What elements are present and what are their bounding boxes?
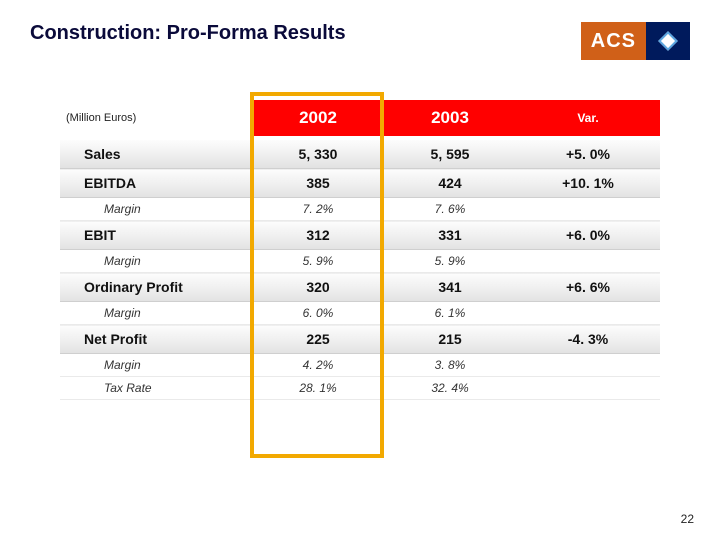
- table-row: Net Profit225215-4. 3%: [60, 325, 660, 354]
- value-2002: 385: [252, 169, 384, 198]
- table-row: EBIT312331+6. 0%: [60, 221, 660, 250]
- row-label: Margin: [60, 198, 252, 221]
- logo-text: ACS: [581, 22, 646, 60]
- logo-mark: [646, 22, 690, 60]
- company-logo: ACS: [581, 22, 690, 60]
- value-2002: 225: [252, 325, 384, 354]
- value-var: -4. 3%: [516, 325, 660, 354]
- value-2002: 312: [252, 221, 384, 250]
- page-number: 22: [681, 512, 694, 526]
- page-title: Construction: Pro-Forma Results: [30, 22, 346, 45]
- row-label: Margin: [60, 354, 252, 377]
- value-var: [516, 198, 660, 221]
- value-2002: 4. 2%: [252, 354, 384, 377]
- value-var: [516, 354, 660, 377]
- value-var: [516, 377, 660, 400]
- value-2003: 6. 1%: [384, 302, 516, 325]
- col-header-2003: 2003: [384, 100, 516, 136]
- table-row: Margin6. 0%6. 1%: [60, 302, 660, 325]
- row-label: EBITDA: [60, 169, 252, 198]
- value-2003: 331: [384, 221, 516, 250]
- table-row: EBITDA385424+10. 1%: [60, 169, 660, 198]
- value-2002: 7. 2%: [252, 198, 384, 221]
- row-label: Margin: [60, 302, 252, 325]
- row-label: Net Profit: [60, 325, 252, 354]
- value-var: +6. 6%: [516, 273, 660, 302]
- value-2002: 28. 1%: [252, 377, 384, 400]
- value-var: +10. 1%: [516, 169, 660, 198]
- value-2003: 7. 6%: [384, 198, 516, 221]
- value-2003: 5, 595: [384, 140, 516, 169]
- value-var: +6. 0%: [516, 221, 660, 250]
- table-row: Tax Rate28. 1%32. 4%: [60, 377, 660, 400]
- value-2002: 5. 9%: [252, 250, 384, 273]
- table-row: Ordinary Profit320341+6. 6%: [60, 273, 660, 302]
- value-var: +5. 0%: [516, 140, 660, 169]
- value-2003: 215: [384, 325, 516, 354]
- table-row: Margin4. 2%3. 8%: [60, 354, 660, 377]
- value-var: [516, 250, 660, 273]
- value-2003: 424: [384, 169, 516, 198]
- table-header-row: (Million Euros) 2002 2003 Var.: [60, 100, 660, 136]
- row-label: Sales: [60, 140, 252, 169]
- table-row: Margin7. 2%7. 6%: [60, 198, 660, 221]
- diamond-icon: [658, 31, 678, 51]
- results-table-container: (Million Euros) 2002 2003 Var. Sales5, 3…: [0, 70, 720, 400]
- value-2003: 3. 8%: [384, 354, 516, 377]
- value-2002: 6. 0%: [252, 302, 384, 325]
- value-2002: 5, 330: [252, 140, 384, 169]
- value-var: [516, 302, 660, 325]
- results-table: (Million Euros) 2002 2003 Var. Sales5, 3…: [60, 100, 660, 400]
- col-header-var: Var.: [516, 100, 660, 136]
- col-header-2002: 2002: [252, 100, 384, 136]
- row-label: Ordinary Profit: [60, 273, 252, 302]
- value-2003: 32. 4%: [384, 377, 516, 400]
- row-label: Tax Rate: [60, 377, 252, 400]
- row-label: EBIT: [60, 221, 252, 250]
- table-row: Sales5, 3305, 595+5. 0%: [60, 140, 660, 169]
- value-2003: 341: [384, 273, 516, 302]
- unit-label: (Million Euros): [60, 100, 252, 136]
- row-label: Margin: [60, 250, 252, 273]
- value-2002: 320: [252, 273, 384, 302]
- value-2003: 5. 9%: [384, 250, 516, 273]
- table-row: Margin5. 9%5. 9%: [60, 250, 660, 273]
